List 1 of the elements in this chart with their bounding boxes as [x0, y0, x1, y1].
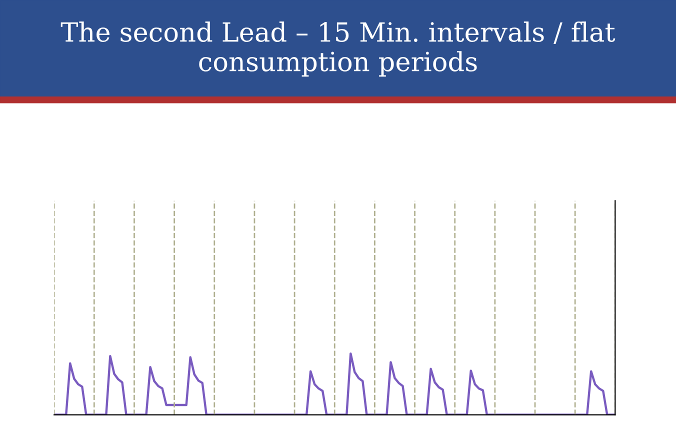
chart-title: The second Lead – 15 Min. intervals / flat consumption periods — [60, 22, 616, 77]
